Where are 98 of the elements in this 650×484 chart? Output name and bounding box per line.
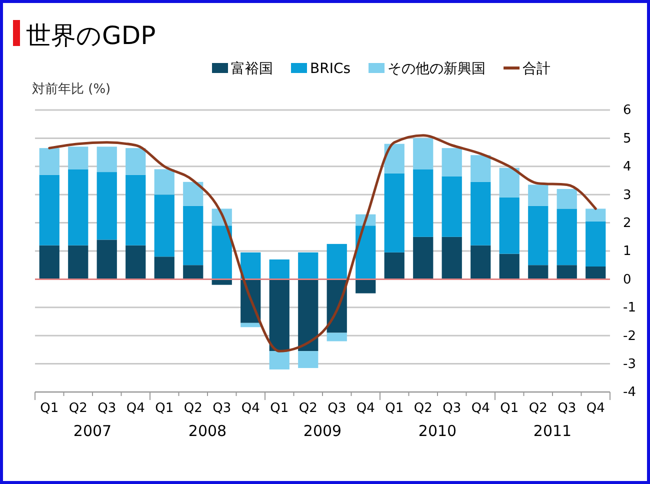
- bar: [269, 259, 290, 280]
- y-tick-label: 3: [623, 188, 632, 203]
- bar: [528, 265, 548, 280]
- bar: [39, 174, 60, 246]
- bar: [326, 244, 347, 280]
- text: 2010: [418, 422, 457, 440]
- legend-label: その他の新興国: [388, 61, 486, 77]
- bar: [96, 146, 117, 172]
- bar: [240, 322, 261, 328]
- bar: [586, 266, 606, 280]
- x-tick-label: Q4: [356, 401, 375, 416]
- bar: [183, 182, 204, 206]
- x-tick-label: Q3: [328, 401, 346, 416]
- text: 2011: [533, 422, 572, 440]
- bar: [413, 236, 434, 280]
- y-tick-label: -3: [623, 356, 636, 372]
- bar: [240, 252, 261, 280]
- bar: [413, 169, 434, 237]
- bar: [528, 206, 548, 266]
- bar: [126, 148, 146, 175]
- x-tick-label: Q2: [414, 401, 432, 416]
- bar: [154, 194, 174, 257]
- x-tick-label: Q1: [270, 401, 289, 416]
- bar: [499, 197, 520, 254]
- bar: [154, 256, 174, 280]
- text: 2009: [303, 422, 342, 440]
- x-tick-label: Q2: [68, 401, 88, 416]
- bar: [298, 252, 318, 280]
- x-tick-label: Q3: [98, 401, 116, 416]
- y-tick-label: 5: [623, 131, 632, 146]
- bar: [384, 252, 404, 280]
- bar: [269, 351, 290, 370]
- bar: [183, 206, 204, 266]
- y-tick-label: 0: [623, 272, 632, 288]
- bar: [442, 236, 462, 280]
- x-tick-label: Q3: [558, 401, 576, 416]
- bar: [384, 173, 404, 252]
- x-tick-label: Q1: [500, 401, 519, 416]
- bar: [499, 168, 520, 198]
- bar: [68, 146, 88, 170]
- bar: [356, 226, 376, 280]
- bar: [298, 351, 318, 368]
- y-tick-label: -1: [623, 300, 636, 316]
- x-tick-label: Q3: [442, 401, 462, 416]
- bar: [499, 254, 520, 280]
- bar: [96, 240, 117, 280]
- legend-label: 富裕国: [231, 61, 273, 77]
- x-tick-label: Q4: [586, 401, 605, 416]
- y-tick-label: -2: [623, 328, 636, 344]
- y-tick-label: 4: [623, 160, 632, 175]
- bar: [212, 226, 232, 280]
- bar: [298, 279, 318, 352]
- x-tick-label: Q2: [298, 401, 318, 416]
- x-tick-label: Q1: [155, 401, 174, 416]
- line-series: [48, 134, 597, 352]
- x-tick-label: Q4: [126, 401, 145, 416]
- x-tick-label: Q1: [385, 401, 404, 416]
- bar: [384, 144, 404, 174]
- bar: [154, 169, 174, 195]
- x-tick-label: Q3: [212, 401, 232, 416]
- y-tick-label: 2: [623, 216, 632, 231]
- bar: [470, 245, 491, 280]
- bar: [586, 208, 606, 222]
- legend-label: 合計: [522, 61, 551, 77]
- x-tick-label: Q2: [184, 401, 202, 416]
- x-tick-label: Q1: [40, 401, 59, 416]
- bar: [183, 265, 204, 280]
- bar: [96, 172, 117, 240]
- bar: [413, 138, 434, 170]
- bar: [556, 188, 577, 209]
- x-tick-label: Q2: [528, 401, 548, 416]
- y-tick-label: -4: [623, 385, 636, 400]
- text: 2007: [73, 422, 112, 440]
- bar: [39, 148, 60, 175]
- bar: [356, 279, 376, 294]
- bar: [442, 176, 462, 237]
- bar: [556, 265, 577, 280]
- bar: [126, 174, 146, 246]
- chart-title: 世界のGDP: [26, 21, 156, 50]
- bar: [528, 184, 548, 206]
- bar: [470, 155, 491, 182]
- bar: [470, 182, 491, 246]
- y-axis-title: 対前年比 (%): [32, 81, 111, 97]
- bar: [39, 245, 60, 280]
- bar: [68, 245, 88, 280]
- bar: [442, 148, 462, 176]
- legend-label: BRICs: [310, 61, 351, 77]
- x-tick-label: Q4: [241, 401, 260, 416]
- x-tick-label: Q4: [471, 401, 490, 416]
- y-tick-label: 6: [623, 103, 632, 118]
- text: 2008: [188, 422, 227, 440]
- bar: [126, 245, 146, 280]
- bar: [68, 169, 88, 246]
- bar: [556, 208, 577, 266]
- y-tick-label: 1: [623, 244, 632, 260]
- bar: [586, 221, 606, 267]
- bar: [269, 279, 290, 352]
- bar: [326, 332, 347, 342]
